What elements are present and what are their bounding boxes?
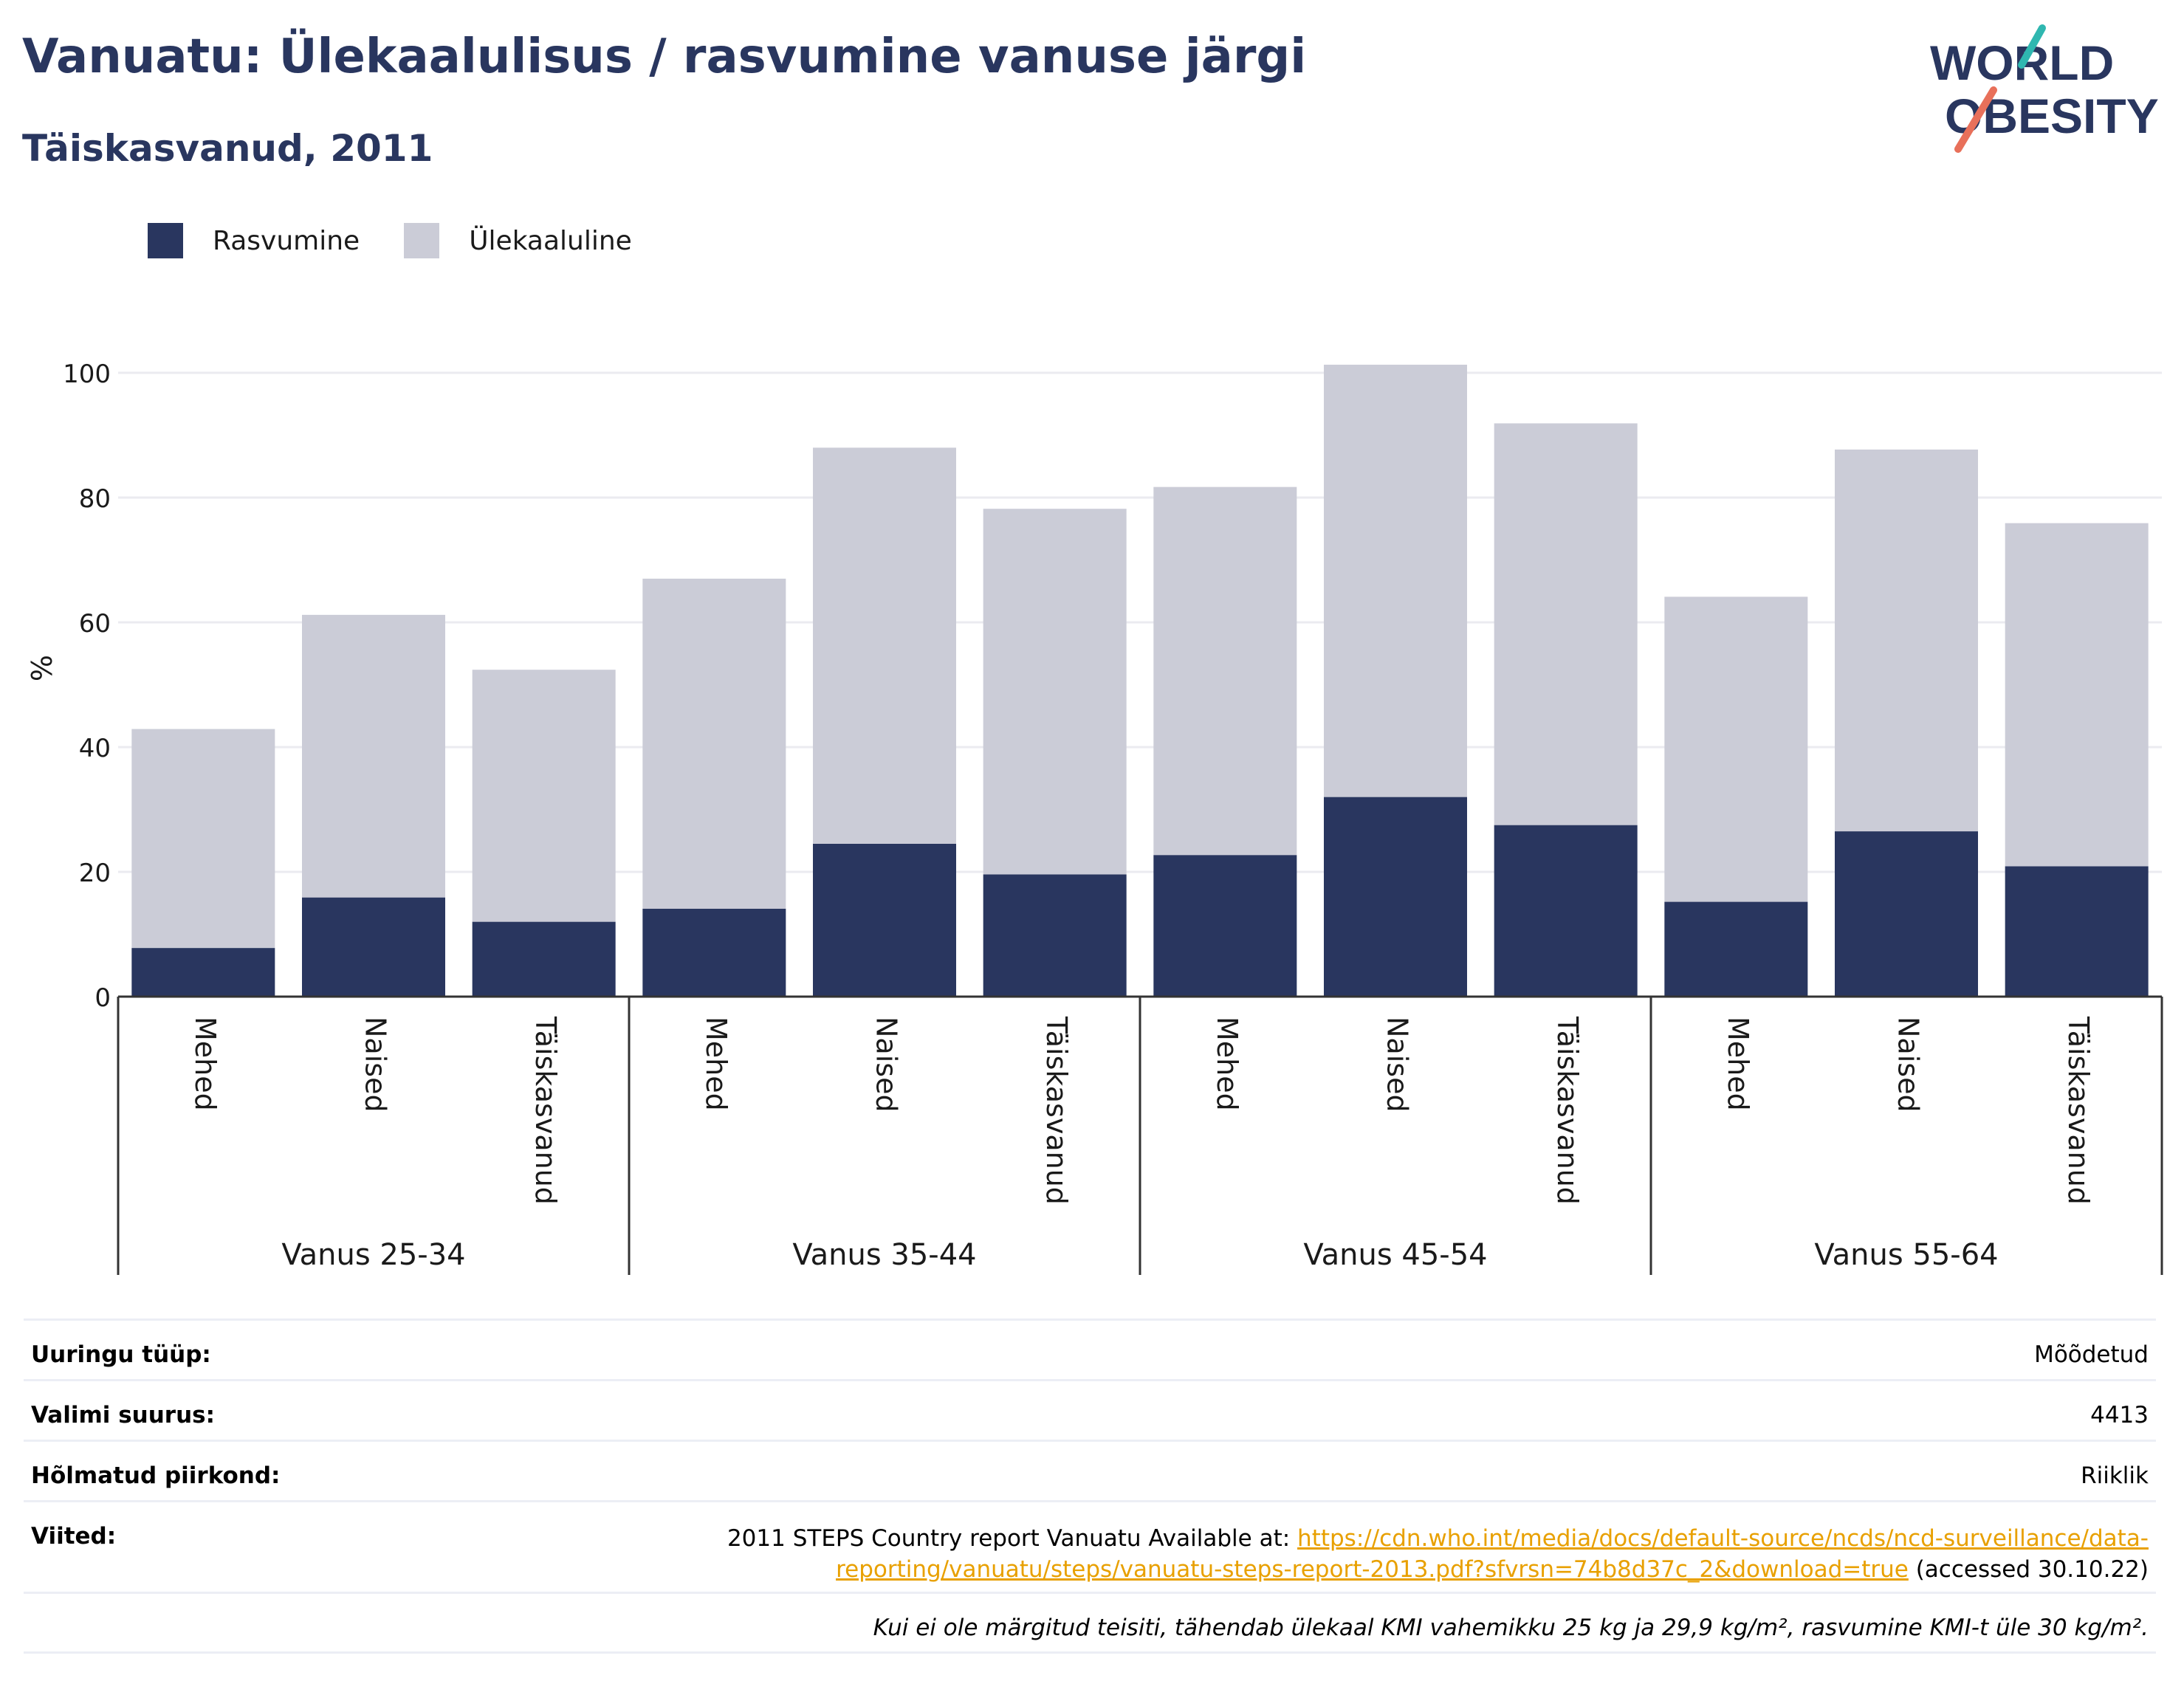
- x-category-label: Täiskasvanud: [1551, 1016, 1584, 1205]
- bar-overweight: [983, 509, 1127, 875]
- references-text: 2011 STEPS Country report Vanuatu Availa…: [727, 1525, 1298, 1552]
- chart-subtitle: Täiskasvanud, 2011: [22, 127, 433, 170]
- bar-obesity: [983, 874, 1127, 997]
- bar-overweight: [1324, 365, 1467, 797]
- y-axis-title: %: [26, 655, 58, 681]
- x-group-label: Vanus 45-54: [1303, 1238, 1487, 1272]
- references-link-part-1[interactable]: https://cdn.who.int/media/docs/default-s…: [1297, 1525, 2149, 1552]
- bar-overweight: [2005, 523, 2149, 867]
- y-tick-label: 0: [95, 983, 111, 1013]
- x-group-label: Vanus 55-64: [1814, 1238, 1998, 1272]
- chart-title: Vanuatu: Ülekaalulisus / rasvumine vanus…: [22, 30, 1307, 84]
- bar-obesity: [302, 897, 445, 997]
- bar-overweight: [1664, 596, 1808, 902]
- bar-obesity: [1835, 831, 1978, 997]
- bar-overweight: [1153, 487, 1297, 856]
- references-link-part-2[interactable]: reporting/vanuatu/steps/vanuatu-steps-re…: [836, 1556, 1909, 1583]
- bar-obesity: [1494, 825, 1638, 997]
- bar-chart: 0 20 40 60 80 100% Mehed Naised Täiskasvanud Vanu…: [26, 360, 2163, 1275]
- info-key-coverage: Hõlmatud piirkond:: [31, 1462, 281, 1489]
- info-key-sample-size: Valimi suurus:: [31, 1402, 215, 1428]
- legend-item-overweight: Ülekaaluline: [404, 223, 632, 258]
- references-accessed: (accessed 30.10.22): [1908, 1556, 2149, 1583]
- x-category-label: Naised: [1892, 1017, 1925, 1113]
- logo-coral-stroke: [1954, 86, 1997, 153]
- bar-obesity: [131, 948, 275, 997]
- bar-obesity: [1153, 855, 1297, 997]
- info-key-references: Viited:: [31, 1523, 117, 1550]
- x-category-label: Täiskasvanud: [1040, 1016, 1073, 1205]
- bar-overweight: [131, 729, 275, 949]
- info-row-survey-type: Uuringu tüüp: Mõõdetud: [24, 1318, 2156, 1379]
- y-tick-label: 80: [79, 484, 111, 514]
- references-line-1: 2011 STEPS Country report Vanuatu Availa…: [727, 1523, 2149, 1554]
- bar-obesity: [642, 908, 786, 997]
- bar-overweight: [472, 670, 616, 922]
- x-category-label: Mehed: [1722, 1017, 1754, 1111]
- y-tick-label: 60: [79, 609, 111, 639]
- x-group-label: Vanus 25-34: [281, 1238, 465, 1272]
- footnote-text: Kui ei ole märgitud teisiti, tähendab ül…: [873, 1615, 2149, 1641]
- x-group-label: Vanus 35-44: [792, 1238, 976, 1272]
- x-category-label: Naised: [1381, 1017, 1414, 1113]
- info-value-coverage: Riiklik: [2081, 1462, 2149, 1489]
- info-value-survey-type: Mõõdetud: [2034, 1341, 2149, 1368]
- legend-label-overweight: Ülekaaluline: [469, 225, 632, 256]
- bar-overweight: [302, 614, 445, 898]
- info-value-sample-size: 4413: [2090, 1402, 2149, 1428]
- x-category-label: Mehed: [189, 1017, 222, 1111]
- legend-swatch-overweight: [404, 223, 440, 258]
- bar-obesity: [2005, 866, 2149, 997]
- info-row-coverage: Hõlmatud piirkond: Riiklik: [24, 1440, 2156, 1500]
- y-tick-label: 100: [63, 360, 111, 389]
- x-category-label: Täiskasvanud: [529, 1016, 562, 1205]
- info-row-references: Viited: 2011 STEPS Country report Vanuat…: [24, 1500, 2156, 1592]
- legend-swatch-obesity: [148, 223, 183, 258]
- info-table: Uuringu tüüp: Mõõdetud Valimi suurus: 44…: [24, 1318, 2156, 1654]
- info-key-survey-type: Uuringu tüüp:: [31, 1341, 211, 1368]
- bar-obesity: [1324, 797, 1467, 997]
- x-category-label: Mehed: [1211, 1017, 1243, 1111]
- references-line-2: reporting/vanuatu/steps/vanuatu-steps-re…: [727, 1554, 2149, 1585]
- y-tick-label: 40: [79, 734, 111, 763]
- bar-overweight: [813, 447, 956, 844]
- legend-item-obesity: Rasvumine: [148, 223, 360, 258]
- info-value-references: 2011 STEPS Country report Vanuatu Availa…: [727, 1523, 2149, 1585]
- x-category-label: Täiskasvanud: [2062, 1016, 2095, 1205]
- bar-overweight: [642, 578, 786, 909]
- bar-obesity: [813, 843, 956, 997]
- bar-overweight: [1494, 423, 1638, 825]
- chart-legend: Rasvumine Ülekaaluline: [148, 219, 676, 263]
- legend-label-obesity: Rasvumine: [213, 225, 360, 256]
- bar-obesity: [1664, 901, 1808, 997]
- info-row-sample-size: Valimi suurus: 4413: [24, 1379, 2156, 1440]
- y-tick-label: 20: [79, 859, 111, 888]
- info-row-footnote: Kui ei ole märgitud teisiti, tähendab ül…: [24, 1592, 2156, 1654]
- world-obesity-logo: WORLD OBESITY: [1930, 24, 2159, 153]
- bar-overweight: [1835, 449, 1978, 832]
- x-category-label: Naised: [870, 1017, 903, 1113]
- x-category-label: Naised: [360, 1017, 392, 1113]
- x-category-label: Mehed: [700, 1017, 732, 1111]
- logo-teal-stroke: [2018, 24, 2046, 69]
- bar-obesity: [472, 921, 616, 997]
